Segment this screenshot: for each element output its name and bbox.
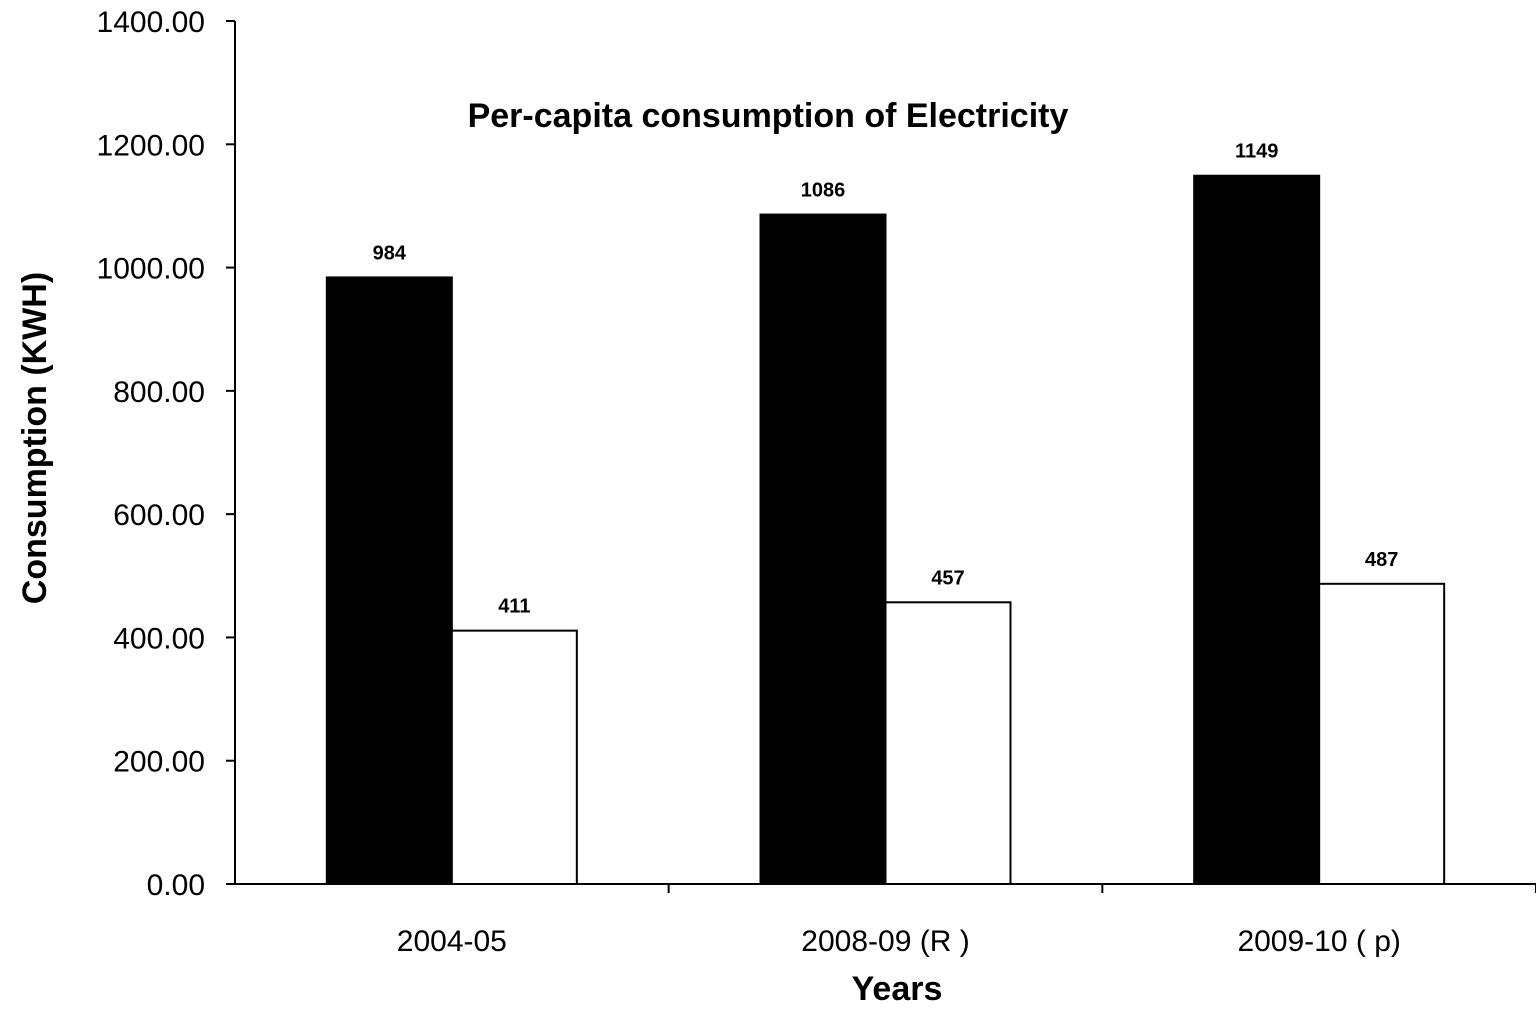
y-tick-label: 1200.00 [97,129,205,162]
bars [325,174,1446,886]
y-tick-label: 800.00 [113,376,205,409]
data-label: 457 [931,567,964,589]
data-labels: 984 1086 1149 411 457 487 [373,141,1399,618]
y-tick-label: 600.00 [113,499,205,532]
data-label: 487 [1365,549,1398,571]
y-tick-label: 1400.00 [97,6,205,39]
axes: 0.00 200.00 400.00 600.00 800.00 1000.00 1200.… [97,6,1536,958]
y-axis-title: Consumption (KWH) [16,272,54,604]
chart-title: Per-capita consumption of Electricity [468,97,1069,135]
bar [450,629,578,885]
x-tick-label: 2004-05 [397,925,507,958]
data-label: 984 [373,242,407,264]
x-tick-label: 2009-10 ( p) [1237,925,1400,958]
bar [325,276,453,886]
x-tick-label: 2008-09 (R ) [801,925,969,958]
bar [1318,582,1446,885]
y-tick-label: 0.00 [147,869,205,902]
bar [884,601,1012,885]
y-tick-label: 200.00 [113,746,205,779]
data-label: 1149 [1235,141,1278,163]
y-tick-label: 1000.00 [97,253,205,286]
data-label: 411 [498,596,530,618]
x-axis-title: Years [852,970,943,1008]
bar [1193,174,1321,885]
y-tick-label: 400.00 [113,622,205,655]
bar [759,213,887,885]
data-label: 1086 [801,180,846,202]
